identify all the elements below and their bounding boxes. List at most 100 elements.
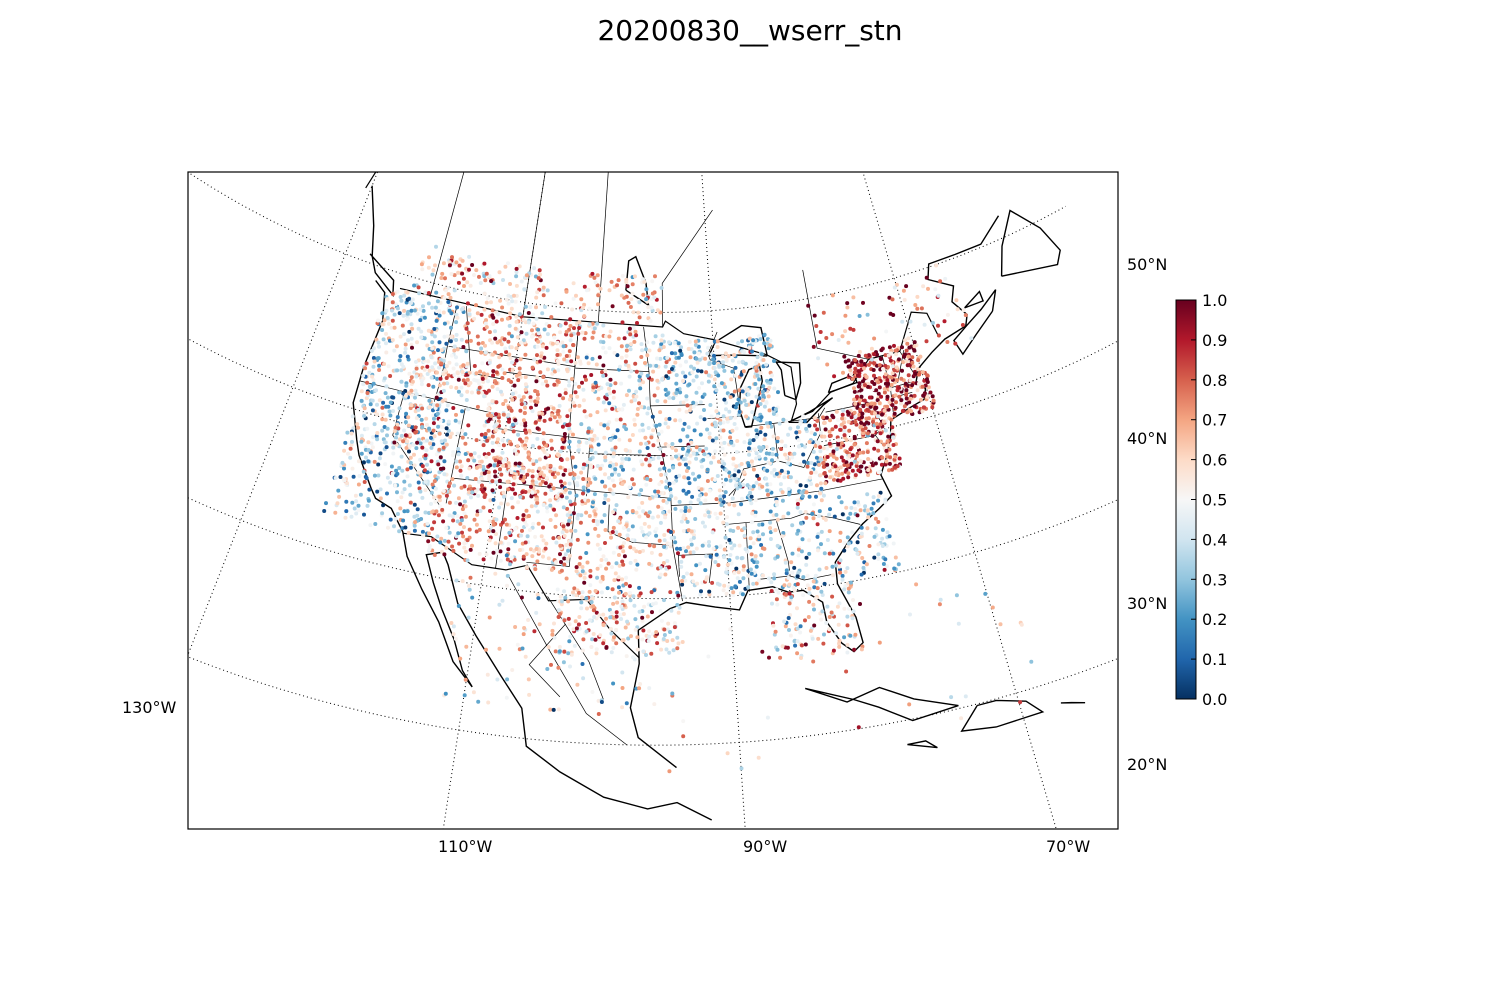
station-point xyxy=(418,307,423,312)
station-point xyxy=(762,341,767,346)
station-point xyxy=(521,554,526,559)
station-point xyxy=(554,513,559,518)
station-point xyxy=(876,542,881,547)
station-point xyxy=(551,486,556,491)
station-point xyxy=(739,556,744,561)
station-point xyxy=(750,349,754,354)
station-point xyxy=(432,334,437,339)
station-point xyxy=(581,676,586,681)
station-point xyxy=(613,435,618,440)
station-point xyxy=(780,644,785,649)
station-point xyxy=(561,396,566,401)
station-point xyxy=(486,700,491,705)
station-point xyxy=(563,468,568,473)
station-point xyxy=(582,462,586,467)
station-point xyxy=(658,356,663,361)
station-point xyxy=(563,487,568,492)
station-point xyxy=(491,519,495,524)
station-point xyxy=(697,357,702,362)
station-point xyxy=(631,594,636,599)
station-point xyxy=(448,295,453,300)
station-point xyxy=(571,281,576,286)
station-point xyxy=(910,355,915,360)
station-point xyxy=(749,459,754,464)
station-point xyxy=(615,283,619,288)
station-point xyxy=(605,382,610,387)
colorbar-tick-label: 1.0 xyxy=(1202,291,1227,310)
station-point xyxy=(530,365,535,370)
station-point xyxy=(543,491,548,496)
station-point xyxy=(734,464,739,469)
station-point xyxy=(408,492,413,497)
station-point xyxy=(651,340,656,345)
station-point xyxy=(678,348,683,353)
station-point xyxy=(998,622,1003,627)
station-point xyxy=(462,484,467,489)
station-point xyxy=(458,656,463,661)
station-point xyxy=(582,336,587,341)
station-point xyxy=(569,333,574,338)
station-point xyxy=(637,492,642,497)
station-point xyxy=(523,352,528,357)
station-point xyxy=(689,537,694,542)
station-point xyxy=(792,451,797,456)
station-point xyxy=(628,449,632,454)
station-point xyxy=(804,426,809,431)
station-point xyxy=(456,452,461,457)
station-point xyxy=(416,480,421,485)
station-point xyxy=(503,346,508,351)
station-point xyxy=(577,403,582,408)
station-point xyxy=(812,623,817,628)
station-point xyxy=(656,438,661,443)
station-point xyxy=(628,332,633,337)
station-point xyxy=(683,509,688,513)
station-point xyxy=(333,476,338,480)
station-point xyxy=(755,560,760,565)
station-point xyxy=(544,541,549,546)
station-point xyxy=(880,346,885,351)
station-point xyxy=(757,476,761,481)
station-point xyxy=(681,594,686,599)
station-point xyxy=(778,655,783,660)
station-point xyxy=(848,326,853,331)
station-point xyxy=(506,378,511,383)
station-point xyxy=(564,576,569,581)
station-point xyxy=(876,520,881,524)
station-point xyxy=(812,585,817,590)
station-point xyxy=(444,493,449,498)
station-point xyxy=(871,368,876,372)
station-point xyxy=(621,612,626,616)
station-point xyxy=(900,345,904,350)
station-point xyxy=(600,463,604,468)
station-point xyxy=(768,421,772,425)
station-point xyxy=(870,463,875,468)
station-point xyxy=(614,620,619,625)
station-point xyxy=(601,623,606,627)
station-point xyxy=(1018,700,1023,705)
station-point xyxy=(834,447,839,452)
station-point xyxy=(498,558,503,563)
station-point xyxy=(753,554,758,559)
station-point xyxy=(569,528,574,533)
station-point xyxy=(717,488,722,493)
station-point xyxy=(614,610,619,615)
station-point xyxy=(863,383,867,388)
station-point xyxy=(618,545,623,550)
lon-label-110w: 110°W xyxy=(438,837,493,856)
station-point xyxy=(362,480,367,484)
station-point xyxy=(601,641,606,646)
station-point xyxy=(480,483,484,488)
station-point xyxy=(549,567,554,572)
station-point xyxy=(538,415,543,420)
station-point xyxy=(882,442,886,447)
station-point xyxy=(845,535,850,540)
station-point xyxy=(506,405,511,410)
station-point xyxy=(880,527,885,532)
station-point xyxy=(756,755,761,760)
station-point xyxy=(832,477,836,482)
station-point xyxy=(598,579,603,584)
station-point xyxy=(728,395,733,400)
station-point xyxy=(819,457,824,462)
station-point xyxy=(603,472,607,477)
station-point xyxy=(652,393,657,398)
